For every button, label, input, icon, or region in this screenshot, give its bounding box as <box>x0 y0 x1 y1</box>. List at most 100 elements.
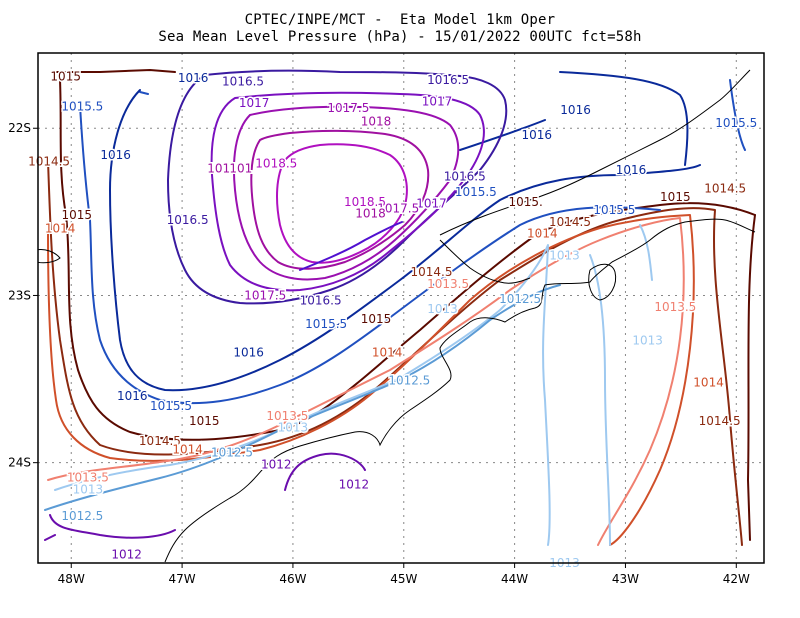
contour-label: 1017.5 <box>377 202 419 216</box>
lat-tick-label: 23S <box>8 288 31 302</box>
lon-tick-label: 48W <box>58 572 85 586</box>
contour-label: 1013 <box>632 334 663 348</box>
contour-label: 1013.5 <box>427 277 469 291</box>
contour-label: 1016 <box>233 345 264 359</box>
contour-label: 1012.5 <box>61 509 103 523</box>
coastline-south <box>164 261 613 563</box>
lon-tick-label: 42W <box>723 572 750 586</box>
contour-label: 1014.5 <box>704 181 746 195</box>
contour-label: 101 <box>207 161 230 175</box>
contour-label: 1018 <box>355 207 386 221</box>
isobar-1014 <box>47 214 695 546</box>
contour-label: 101 <box>229 161 252 175</box>
isobar-1013_5 <box>47 217 685 546</box>
contour-label: 1016.5 <box>167 213 209 227</box>
contour-label: 1012 <box>261 457 292 471</box>
lat-tick-label: 24S <box>8 456 31 470</box>
state-border <box>439 69 751 236</box>
contour-label: 1016 <box>178 71 209 85</box>
isobar-1016 <box>109 71 701 392</box>
contour-label: 1012 <box>339 477 370 491</box>
contour-label: 1017.5 <box>327 101 369 115</box>
contour-label: 1016.5 <box>444 170 486 184</box>
contour-label: 1015 <box>361 312 392 326</box>
contour-label: 1016.5 <box>222 74 264 88</box>
contour-label: 1018 <box>361 115 392 129</box>
contour-label: 1016 <box>616 163 647 177</box>
contour-label: 1013 <box>278 421 309 435</box>
isobar-1012_5 <box>44 284 561 511</box>
peninsula-west <box>38 249 61 264</box>
contour-label: 1018.5 <box>344 195 386 209</box>
contour-label: 1014 <box>693 375 724 389</box>
isobar-1018_5-ridge <box>299 221 403 271</box>
lon-tick-label: 43W <box>612 572 639 586</box>
contour-label: 1013.5 <box>67 471 109 485</box>
contour-label: 1016.5 <box>300 293 342 307</box>
contour-label: 1014 <box>527 227 558 241</box>
contour-label: 1017.5 <box>244 288 286 302</box>
map-area <box>38 53 764 563</box>
contour-label: 1015 <box>62 208 93 222</box>
contour-label: 1016 <box>100 148 131 162</box>
contour-label: 1014.5 <box>699 414 741 428</box>
contour-label: 1015 <box>50 69 81 83</box>
map-frame <box>37 52 765 564</box>
map-title-line2: Sea Mean Level Pressure (hPa) - 15/01/20… <box>158 29 642 45</box>
map-title-line1: CPTEC/INPE/MCT - Eta Model 1km Oper <box>244 12 556 28</box>
axis-ticks: 48W 47W 46W 45W 44W 43W 42W 22S 23S 24S <box>8 121 750 586</box>
contour-label: 1018.5 <box>255 156 297 170</box>
contour-label: 1015 <box>189 414 220 428</box>
contour-label: 1014.5 <box>549 215 591 229</box>
isobars <box>44 69 756 546</box>
contour-label: 1014.5 <box>139 434 181 448</box>
isobar-1012 <box>44 452 366 541</box>
isobar-1018 <box>250 129 430 270</box>
contour-label: 1013 <box>73 482 104 496</box>
contour-label: 1012.5 <box>388 374 430 388</box>
contour-label: 1015.5 <box>593 203 635 217</box>
isobar-1015_5 <box>79 79 746 405</box>
island <box>588 263 617 301</box>
contour-label: 1013 <box>427 302 458 316</box>
isobar-1016_5 <box>167 69 508 305</box>
contour-label: 1012.5 <box>211 446 253 460</box>
isobar-1017 <box>210 91 485 292</box>
contour-label: 1016 <box>117 389 148 403</box>
contour-label: 1013.5 <box>266 409 308 423</box>
lon-tick-label: 44W <box>501 572 528 586</box>
contour-label: 1015 <box>660 190 691 204</box>
contour-label: 1014 <box>172 442 203 456</box>
contour-label: 1017 <box>416 196 447 210</box>
contour-label: 1015.5 <box>305 317 347 331</box>
isobar-1015-east <box>747 214 756 541</box>
contour-label: 1013.5 <box>654 300 696 314</box>
contour-label: 1017 <box>239 96 270 110</box>
contour-label: 1015.5 <box>150 399 192 413</box>
contour-label: 1016 <box>522 128 553 142</box>
coastline <box>38 69 756 563</box>
contour-label: 1014.5 <box>28 155 70 169</box>
coastline-bay <box>439 239 531 284</box>
contour-label: 1014 <box>45 222 76 236</box>
contour-label: 1016.5 <box>427 73 469 87</box>
lon-tick-label: 47W <box>169 572 196 586</box>
contour-label: 1015.5 <box>61 100 103 114</box>
isobar-1013 <box>54 224 653 546</box>
contour-label: 1012.5 <box>499 292 541 306</box>
lon-tick-label: 46W <box>279 572 306 586</box>
contour-label: 1014.5 <box>410 265 452 279</box>
contour-label: 1012 <box>111 548 142 562</box>
lon-tick-label: 45W <box>390 572 417 586</box>
contour-label: 1013 <box>549 248 580 262</box>
contour-label: 1015.5 <box>455 185 497 199</box>
lat-tick-label: 22S <box>8 121 31 135</box>
contour-label: 1014 <box>372 345 403 359</box>
coastline-east <box>611 218 756 263</box>
contour-label: 1015.5 <box>715 116 757 130</box>
contour-label: 1015. <box>509 195 543 209</box>
isobar-1017_5 <box>232 105 460 281</box>
contour-label: 1017 <box>422 94 453 108</box>
